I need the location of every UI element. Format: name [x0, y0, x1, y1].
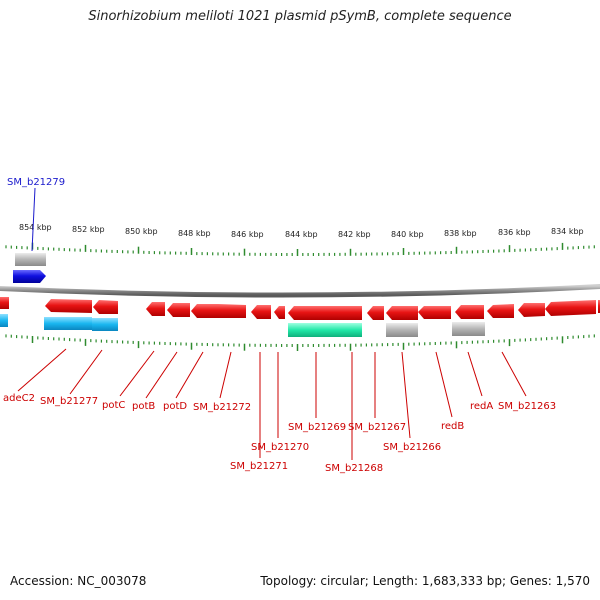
topology-summary-text: Topology: circular; Length: 1,683,333 bp…: [260, 574, 590, 588]
label-sm-b21268[interactable]: SM_b21268: [325, 463, 383, 474]
scale-label-838: 838 kbp: [444, 229, 477, 238]
gene-redA-arrow[interactable]: [455, 305, 484, 319]
label-sm-b21267[interactable]: SM_b21267: [348, 422, 406, 433]
callout-line-redB: [435, 351, 453, 418]
callout-line-redA: [467, 351, 483, 397]
callout-line-sm-b21272: [219, 351, 232, 399]
map-title: Sinorhizobium meliloti 1021 plasmid pSym…: [88, 9, 512, 24]
pseudo-gene-grey-2[interactable]: [452, 322, 485, 336]
callout-line-sm-b21279: [31, 187, 36, 252]
label-sm-b21266[interactable]: SM_b21266: [383, 442, 441, 453]
gene-redB-arrow[interactable]: [418, 306, 451, 319]
scale-label-846: 846 kbp: [231, 230, 264, 239]
label-sm-b21277[interactable]: SM_b21277: [40, 396, 98, 407]
gene-sm-b21269-arrow[interactable]: [288, 306, 343, 320]
callout-line-potD: [175, 351, 204, 399]
label-redA[interactable]: redA: [470, 401, 493, 412]
scale-label-854: 854 kbp: [19, 223, 52, 232]
scale-label-834: 834 kbp: [551, 227, 584, 236]
scale-label-842: 842 kbp: [338, 230, 371, 239]
gene-sm-b21270-arrow[interactable]: [274, 306, 285, 319]
gene-potD-arrow[interactable]: [167, 303, 190, 317]
label-redB[interactable]: redB: [441, 421, 464, 432]
gene-sm-b21272-arrow[interactable]: [191, 304, 218, 318]
callout-line-potB: [145, 351, 178, 399]
scale-labels: 854 kbp 852 kbp 850 kbp 848 kbp 846 kbp …: [19, 223, 584, 239]
reverse-strand-genes: [0, 297, 600, 320]
callout-line-sm-b21263: [501, 351, 527, 397]
scale-label-840: 840 kbp: [391, 230, 424, 239]
lower-tick-marks: [5, 334, 595, 351]
plasmid-backbone: [0, 284, 600, 298]
scale-label-836: 836 kbp: [498, 228, 531, 237]
label-sm-b21272[interactable]: SM_b21272: [193, 402, 251, 413]
label-sm-b21263[interactable]: SM_b21263: [498, 401, 556, 412]
label-sm-b21269[interactable]: SM_b21269: [288, 422, 346, 433]
callout-line-sm-b21266: [401, 351, 411, 439]
scale-label-850: 850 kbp: [125, 227, 158, 236]
callout-line-potC: [119, 350, 155, 397]
label-potD[interactable]: potD: [163, 401, 187, 412]
feature-cyan-left-edge[interactable]: [0, 314, 8, 327]
gene-sm-b21271-arrow[interactable]: [251, 305, 271, 319]
other-features: [0, 314, 485, 337]
pseudo-gene-grey-top[interactable]: [15, 253, 46, 266]
accession-text: Accession: NC_003078: [10, 574, 147, 588]
scale-label-848: 848 kbp: [178, 229, 211, 238]
pseudo-gene-grey-1[interactable]: [386, 323, 418, 337]
scale-label-844: 844 kbp: [285, 230, 318, 239]
feature-cyan-1[interactable]: [44, 317, 92, 330]
gene-sm-b21264-arrow[interactable]: [487, 304, 514, 318]
label-potC[interactable]: potC: [102, 400, 125, 411]
gene-sm-b21272b-arrow[interactable]: [218, 304, 246, 318]
label-sm-b21279[interactable]: SM_b21279: [7, 177, 65, 188]
feature-cyan-2[interactable]: [92, 318, 118, 331]
label-adeC2[interactable]: adeC2: [3, 393, 35, 404]
feature-green[interactable]: [288, 323, 362, 337]
gene-sm-b21279-arrow[interactable]: [13, 270, 46, 283]
label-sm-b21271[interactable]: SM_b21271: [230, 461, 288, 472]
gene-sm-b21263-arrow[interactable]: [518, 303, 545, 317]
gene-sm-b21268-arrow[interactable]: [343, 306, 362, 320]
callout-line-adeC2: [17, 348, 67, 392]
gene-sm-b21267-arrow[interactable]: [367, 306, 384, 320]
gene-sm-b21277-arrow[interactable]: [45, 299, 92, 313]
scale-label-852: 852 kbp: [72, 225, 105, 234]
gene-sm-b21266-arrow[interactable]: [386, 306, 418, 320]
upper-tick-marks: [5, 242, 595, 256]
top-callouts: SM_b21279: [7, 177, 65, 252]
label-sm-b21270[interactable]: SM_b21270: [251, 442, 309, 453]
gene-sm-b21262-arrow[interactable]: [545, 300, 596, 316]
gene-adeC2-arrow[interactable]: [0, 297, 9, 309]
gene-potC-arrow[interactable]: [93, 300, 118, 314]
forward-strand-features: [13, 253, 46, 283]
bottom-callouts: adeC2 SM_b21277 potC potB potD SM_b21272…: [3, 348, 556, 474]
gene-potB-arrow[interactable]: [146, 302, 165, 316]
callout-line-sm-b21277: [69, 349, 103, 395]
label-potB[interactable]: potB: [132, 401, 155, 412]
